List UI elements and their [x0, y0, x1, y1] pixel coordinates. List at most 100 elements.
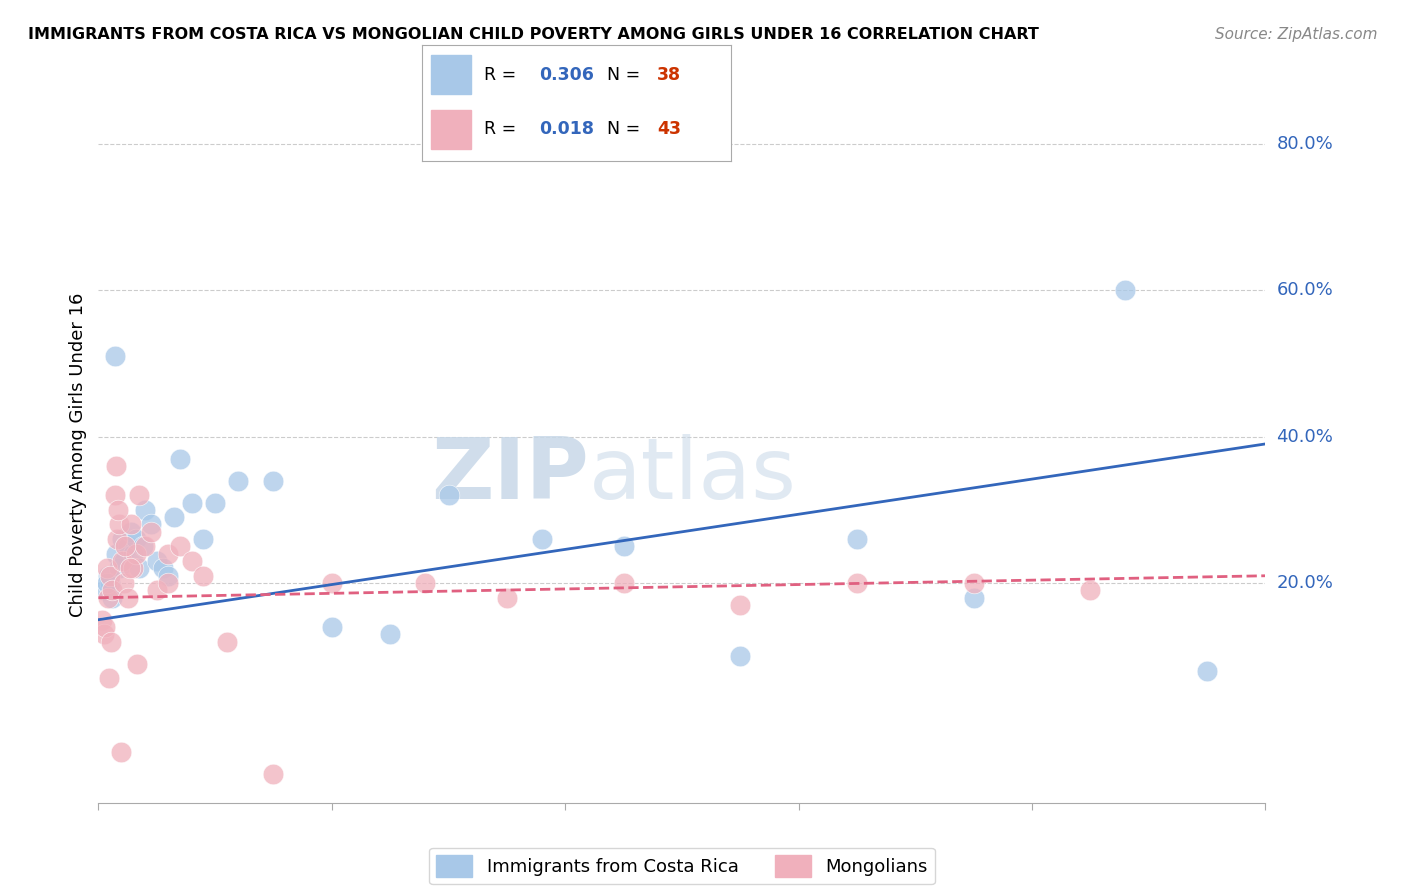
- Point: [96, 561, 118, 575]
- Text: R =: R =: [484, 120, 522, 138]
- Point: [157, 568, 180, 582]
- Point: [1114, 283, 1136, 297]
- Point: [215, 634, 238, 648]
- Point: [105, 532, 128, 546]
- Text: atlas: atlas: [589, 434, 797, 517]
- Point: [157, 576, 180, 591]
- Point: [97, 671, 120, 685]
- Point: [193, 568, 215, 582]
- Point: [114, 540, 136, 554]
- Point: [111, 532, 134, 546]
- Point: [163, 510, 186, 524]
- Point: [962, 576, 984, 591]
- Point: [146, 554, 169, 568]
- Point: [93, 583, 115, 598]
- Point: [104, 547, 127, 561]
- Point: [104, 458, 127, 473]
- Point: [413, 576, 436, 591]
- Text: R =: R =: [484, 66, 522, 84]
- Point: [378, 627, 402, 641]
- Point: [612, 576, 634, 591]
- Point: [146, 583, 169, 598]
- Point: [437, 488, 460, 502]
- Point: [962, 591, 984, 605]
- Point: [101, 591, 124, 605]
- Point: [125, 547, 148, 561]
- Point: [180, 554, 202, 568]
- Point: [180, 495, 202, 509]
- Point: [120, 517, 142, 532]
- Point: [495, 591, 517, 605]
- Point: [104, 488, 127, 502]
- Point: [93, 627, 115, 641]
- Point: [98, 576, 121, 591]
- Point: [117, 591, 139, 605]
- Point: [97, 591, 120, 605]
- Point: [730, 598, 752, 612]
- Point: [100, 634, 122, 648]
- Y-axis label: Child Poverty Among Girls Under 16: Child Poverty Among Girls Under 16: [69, 293, 87, 617]
- Point: [845, 576, 868, 591]
- Point: [96, 576, 118, 591]
- Text: 80.0%: 80.0%: [1277, 135, 1333, 153]
- Point: [128, 488, 150, 502]
- Point: [112, 576, 135, 591]
- Point: [157, 547, 180, 561]
- Point: [104, 349, 127, 363]
- Point: [98, 568, 121, 582]
- Text: 60.0%: 60.0%: [1277, 281, 1333, 299]
- Point: [321, 576, 343, 591]
- Point: [262, 766, 284, 780]
- Text: ZIP: ZIP: [430, 434, 589, 517]
- Text: 40.0%: 40.0%: [1277, 427, 1333, 446]
- Point: [139, 517, 162, 532]
- Point: [117, 540, 139, 554]
- Legend: Immigrants from Costa Rica, Mongolians: Immigrants from Costa Rica, Mongolians: [429, 847, 935, 884]
- Point: [262, 474, 284, 488]
- Point: [118, 561, 141, 575]
- Text: Source: ZipAtlas.com: Source: ZipAtlas.com: [1215, 27, 1378, 42]
- Point: [730, 649, 752, 664]
- Point: [152, 561, 174, 575]
- Point: [94, 620, 117, 634]
- Point: [110, 745, 132, 759]
- Point: [107, 503, 129, 517]
- Point: [1080, 583, 1102, 598]
- Point: [132, 540, 155, 554]
- Point: [612, 540, 634, 554]
- Point: [90, 613, 112, 627]
- Bar: [432, 55, 471, 95]
- Point: [125, 657, 148, 671]
- Point: [97, 568, 120, 582]
- Point: [204, 495, 226, 509]
- Text: 20.0%: 20.0%: [1277, 574, 1333, 592]
- Point: [134, 540, 156, 554]
- Point: [101, 583, 124, 598]
- Point: [120, 524, 142, 539]
- Text: N =: N =: [607, 120, 647, 138]
- Text: IMMIGRANTS FROM COSTA RICA VS MONGOLIAN CHILD POVERTY AMONG GIRLS UNDER 16 CORRE: IMMIGRANTS FROM COSTA RICA VS MONGOLIAN …: [28, 27, 1039, 42]
- Point: [845, 532, 868, 546]
- Point: [111, 554, 134, 568]
- Bar: [432, 110, 471, 149]
- Text: 0.018: 0.018: [540, 120, 595, 138]
- Point: [122, 561, 145, 575]
- Text: 0.306: 0.306: [540, 66, 595, 84]
- Point: [1195, 664, 1218, 678]
- Text: 38: 38: [657, 66, 681, 84]
- Point: [134, 503, 156, 517]
- Point: [122, 547, 145, 561]
- Point: [108, 517, 131, 532]
- Text: N =: N =: [607, 66, 647, 84]
- Text: 43: 43: [657, 120, 681, 138]
- Point: [128, 561, 150, 575]
- Point: [169, 451, 191, 466]
- Point: [108, 561, 131, 575]
- Point: [193, 532, 215, 546]
- Point: [228, 474, 250, 488]
- Point: [169, 540, 191, 554]
- Point: [125, 532, 148, 546]
- Point: [112, 554, 135, 568]
- Point: [139, 524, 162, 539]
- Point: [321, 620, 343, 634]
